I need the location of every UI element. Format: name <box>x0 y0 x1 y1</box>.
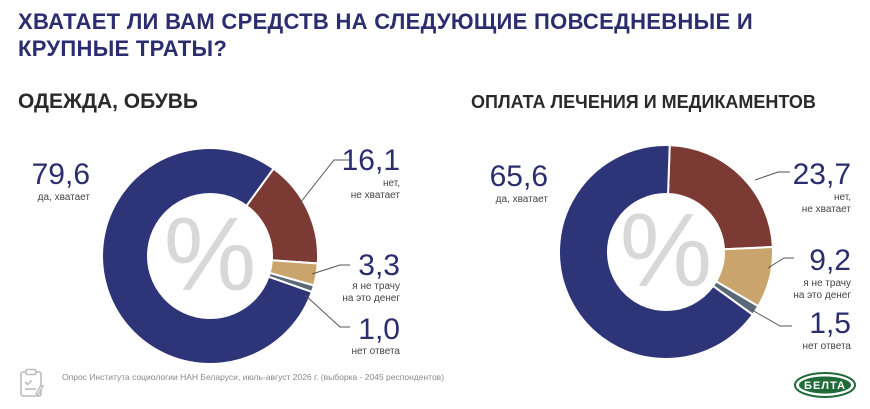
logo-text: БЕЛТА <box>804 380 846 392</box>
leader-line-1-1 <box>754 171 790 181</box>
leader-line-1-2 <box>767 257 794 269</box>
value-label-0-1: 16,1 <box>342 144 400 177</box>
belta-logo: БЕЛТА <box>794 372 856 398</box>
center-percent-1: % <box>620 193 712 309</box>
clipboard-icon <box>20 368 44 397</box>
chart-title-medicine: ОПЛАТА ЛЕЧЕНИЯ И МЕДИКАМЕНТОВ <box>471 92 816 112</box>
category-label-1-0: да, хватает <box>496 194 549 205</box>
value-label-1-2: 9,2 <box>809 244 851 277</box>
leader-line-1-3 <box>751 309 792 327</box>
category-label-1-1: нет, не хватает <box>802 192 852 215</box>
category-label-0-3: нет ответа <box>352 346 401 357</box>
value-label-0-2: 3,3 <box>358 249 400 282</box>
value-label-1-0: 65,6 <box>490 160 548 193</box>
category-label-0-1: нет, не хватает <box>351 178 401 201</box>
slice-1-1 <box>666 144 774 251</box>
source-note: Опрос Института социологии НАН Беларуси,… <box>62 372 445 382</box>
page-title: ХВАТАЕТ ЛИ ВАМ СРЕДСТВ НА СЛЕДУЮЩИЕ ПОВС… <box>18 9 753 61</box>
value-label-0-0: 79,6 <box>32 158 90 191</box>
category-label-0-2: я не трачу на это денег <box>342 281 400 304</box>
slice-1-0 <box>558 144 755 360</box>
center-percent-0: % <box>164 197 256 313</box>
chart-title-clothing: ОДЕЖДА, ОБУВЬ <box>18 90 199 113</box>
value-label-0-3: 1,0 <box>358 313 400 346</box>
category-label-0-0: да, хватает <box>38 192 91 203</box>
category-label-1-2: я не трачу на это денег <box>793 278 851 301</box>
leader-line-0-3 <box>304 294 350 328</box>
footer: Опрос Института социологии НАН Беларуси,… <box>0 362 870 409</box>
slice-0-0 <box>101 147 314 365</box>
leader-line-0-2 <box>311 264 350 275</box>
value-label-1-1: 23,7 <box>793 158 851 191</box>
leader-line-0-1 <box>299 159 350 204</box>
value-label-1-3: 1,5 <box>809 307 851 340</box>
category-label-1-3: нет ответа <box>803 341 852 352</box>
